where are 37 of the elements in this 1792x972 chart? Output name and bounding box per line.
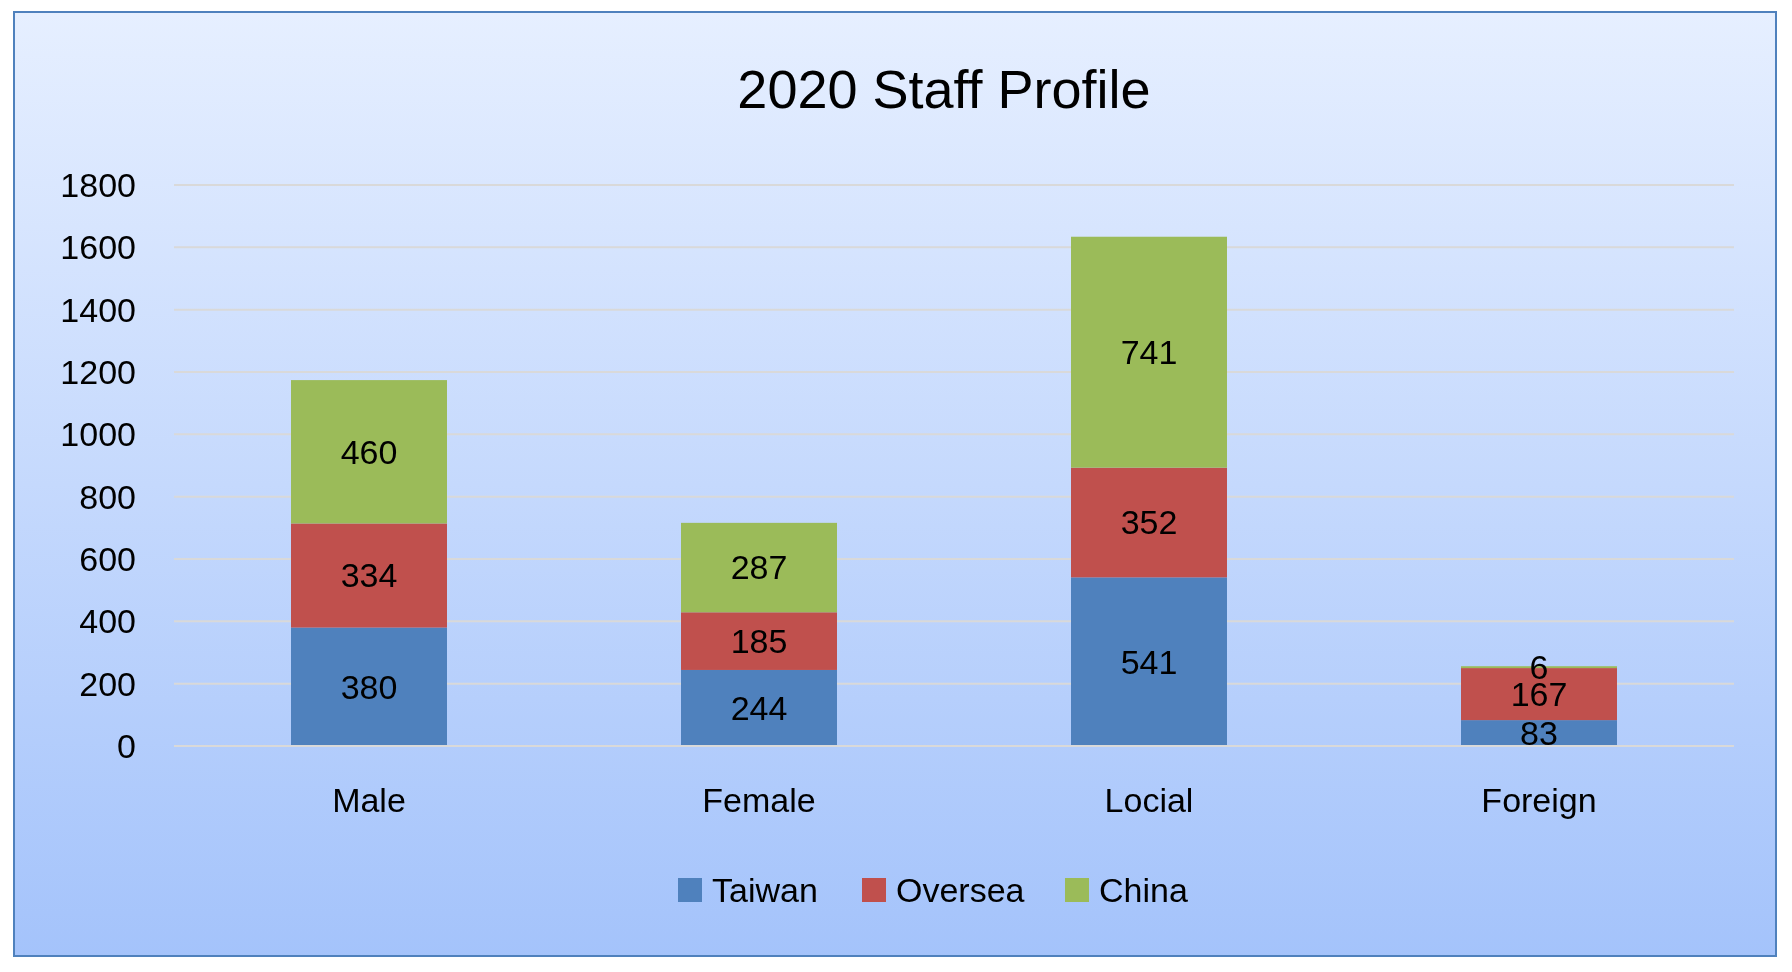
y-tick-label: 400 xyxy=(79,602,136,641)
bar xyxy=(291,627,447,746)
y-tick-label: 0 xyxy=(117,726,136,765)
chart-title: 2020 Staff Profile xyxy=(737,59,1151,119)
y-tick-label: 1600 xyxy=(60,228,136,267)
bar xyxy=(681,669,837,746)
y-tick-label: 1000 xyxy=(60,415,136,454)
data-label: 741 xyxy=(1120,333,1178,372)
y-tick-label: 1200 xyxy=(60,352,136,391)
bar xyxy=(1071,467,1227,578)
legend-label: China xyxy=(1099,870,1188,909)
bar xyxy=(291,523,447,628)
data-label: 244 xyxy=(730,688,788,727)
data-label: 334 xyxy=(340,556,398,595)
y-tick-label: 1400 xyxy=(60,290,136,329)
data-label: 380 xyxy=(340,667,398,706)
bar xyxy=(1071,236,1227,468)
data-label: 185 xyxy=(730,622,788,661)
x-tick-label: Female xyxy=(702,781,816,819)
bar xyxy=(1071,577,1227,746)
legend-label: Oversea xyxy=(896,870,1025,909)
bar xyxy=(681,612,837,670)
bar xyxy=(291,380,447,524)
data-label: 460 xyxy=(340,432,398,471)
x-tick-label: Locial xyxy=(1104,781,1194,819)
x-tick-label: Male xyxy=(332,781,406,819)
y-tick-label: 600 xyxy=(79,539,136,578)
y-tick-label: 800 xyxy=(79,477,136,516)
data-label: 541 xyxy=(1120,642,1178,681)
x-tick-label: Foreign xyxy=(1481,781,1597,819)
data-label: 352 xyxy=(1120,503,1178,542)
data-label: 287 xyxy=(730,548,788,587)
y-tick-label: 1800 xyxy=(60,165,136,204)
y-tick-label: 200 xyxy=(79,664,136,703)
legend-label: Taiwan xyxy=(712,870,818,909)
bar xyxy=(681,522,837,613)
data-label: 83 xyxy=(1520,713,1558,752)
